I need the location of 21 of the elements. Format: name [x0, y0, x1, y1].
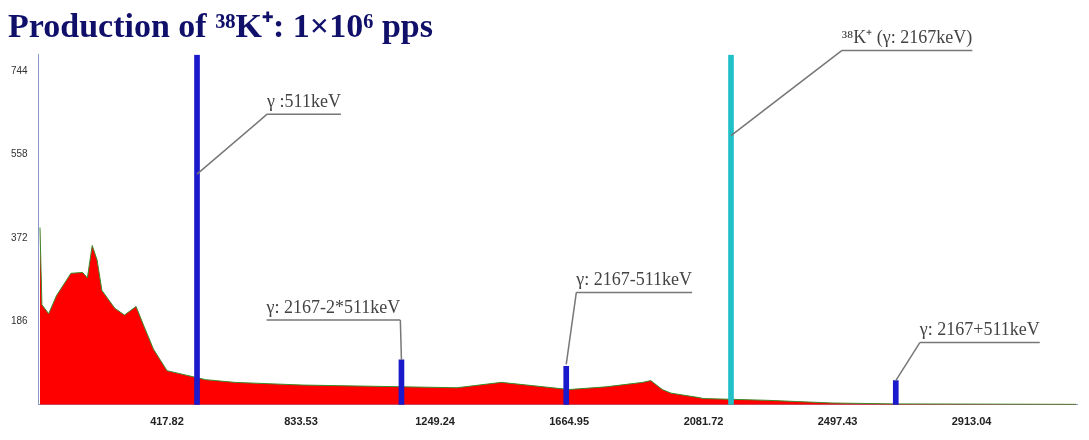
x-tick-label: 2081.72	[683, 415, 724, 428]
y-tick-label: 186	[11, 315, 29, 327]
x-tick-label: 417.82	[150, 415, 184, 428]
x-tick-label: 833.53	[284, 415, 318, 428]
y-tick-label: 744	[11, 64, 29, 76]
annotation: γ :511keV	[266, 90, 341, 111]
annotation: ³⁸K⁺ (γ: 2167keV)	[841, 27, 973, 49]
bar	[728, 54, 734, 405]
bar	[563, 365, 570, 405]
annotation: γ: 2167-2*511keV	[265, 296, 401, 317]
x-tick-label: 1249.24	[415, 415, 456, 428]
x-tick-label: 2913.04	[951, 415, 993, 428]
chart-title: Production of ³⁸K⁺: 1×10⁶ pps	[8, 7, 433, 45]
x-tick-label: 2497.43	[817, 415, 858, 428]
y-tick-label: 372	[11, 231, 29, 243]
bar	[892, 380, 899, 405]
bar	[194, 54, 200, 405]
x-tick-label: 1664.95	[549, 415, 589, 428]
annotation: γ: 2167+511keV	[918, 319, 1040, 340]
y-tick-label: 558	[11, 148, 29, 160]
annotation: γ: 2167-511keV	[575, 269, 693, 290]
